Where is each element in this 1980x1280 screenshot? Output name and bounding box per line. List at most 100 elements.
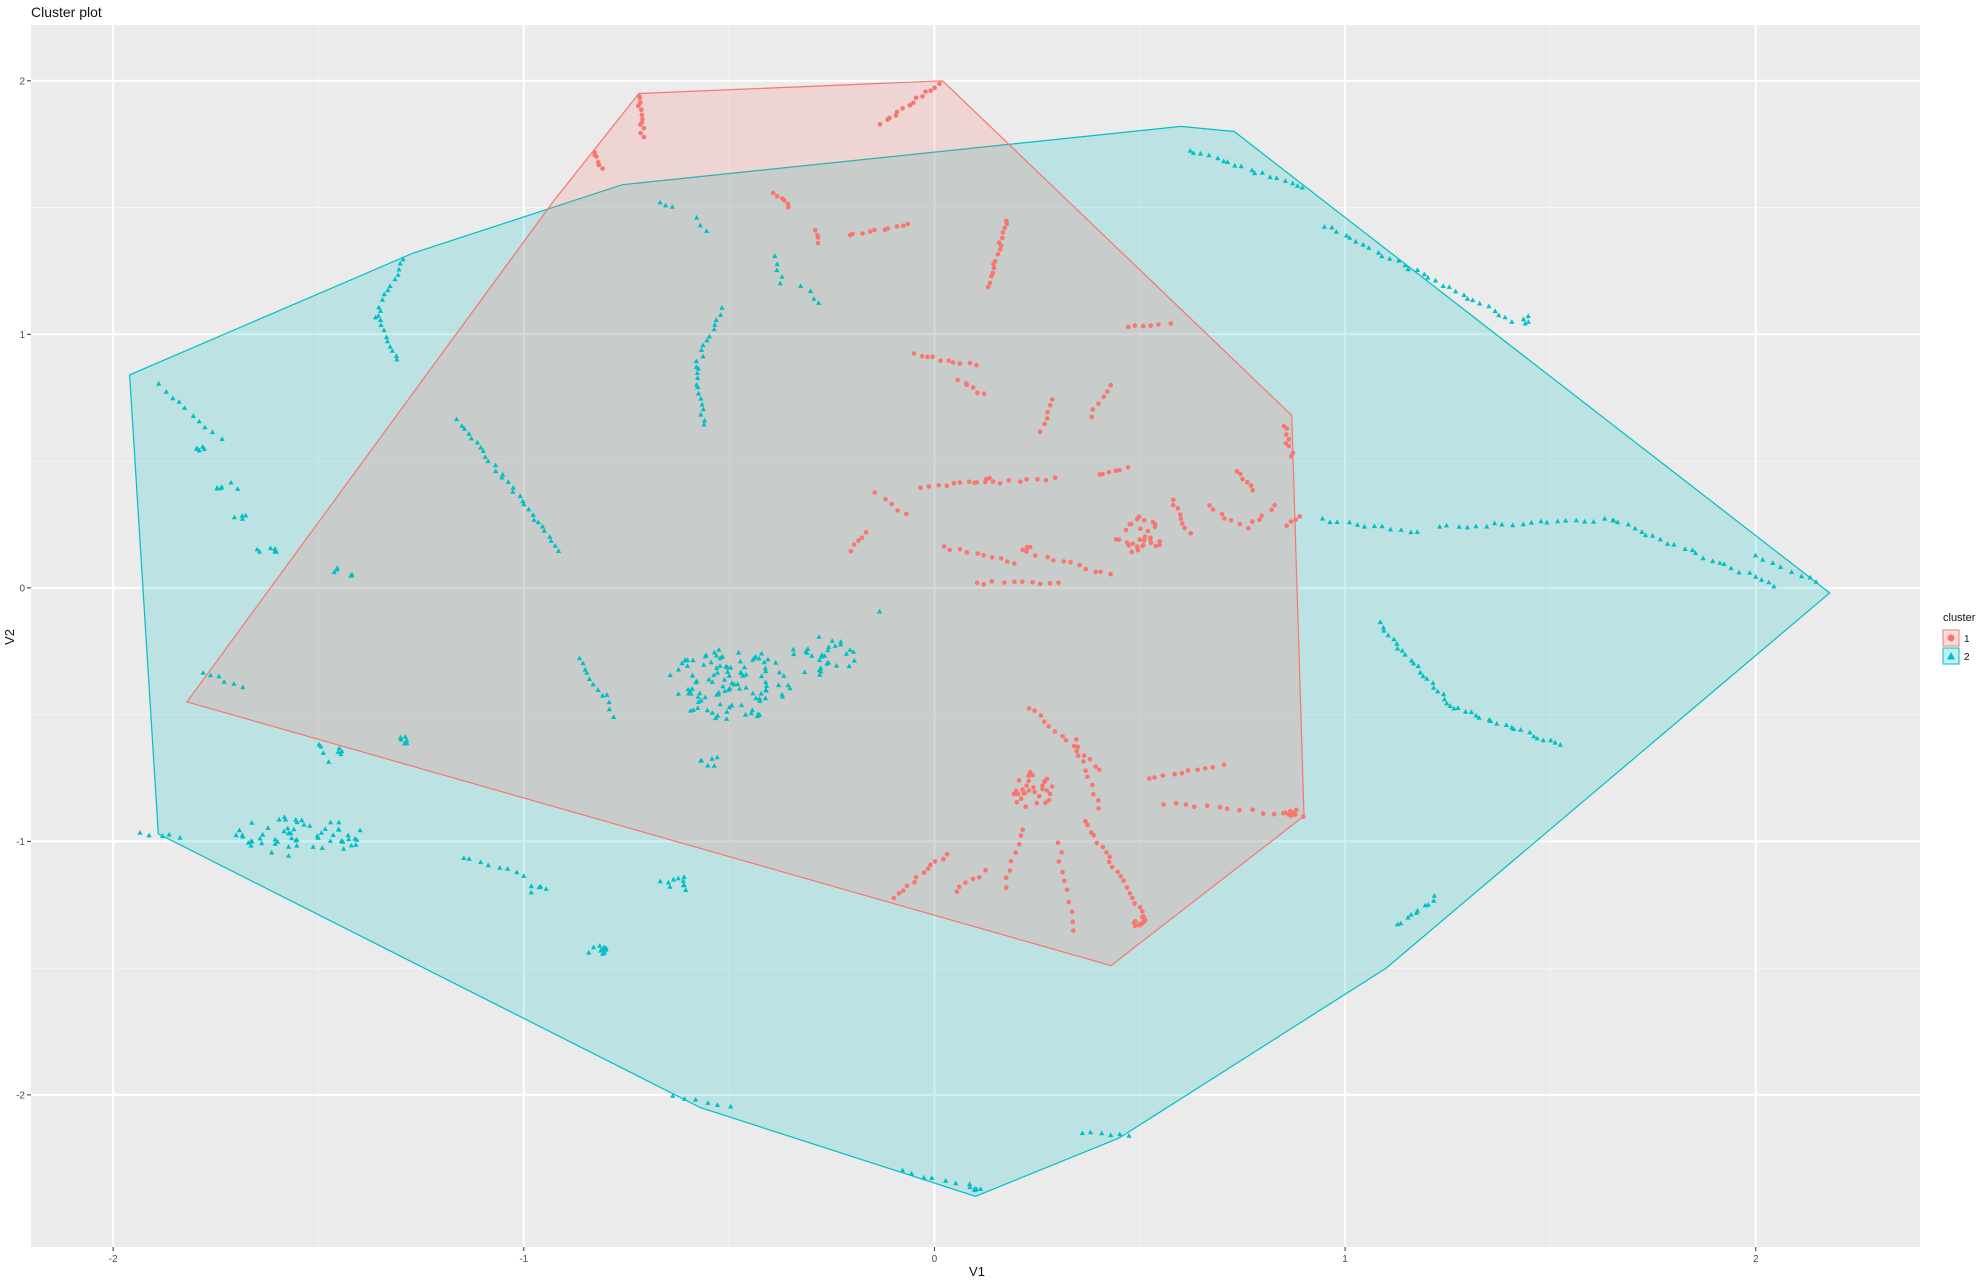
cluster-1-point <box>981 582 987 587</box>
cluster-2-point <box>667 884 673 889</box>
cluster-1-point <box>1237 521 1243 527</box>
cluster-2-point <box>500 471 506 477</box>
cluster-1-point <box>1026 778 1031 784</box>
cluster-1-point <box>913 95 919 101</box>
cluster-2-point <box>817 672 823 677</box>
cluster-2-point <box>829 638 835 643</box>
cluster-2-point <box>929 1175 935 1180</box>
cluster-2-point <box>838 641 844 647</box>
cluster-1-point <box>894 109 900 115</box>
cluster-1-point <box>1118 874 1124 879</box>
cluster-2-point <box>698 347 705 352</box>
cluster-1-point <box>1148 540 1154 546</box>
cluster-2-point <box>1444 700 1450 706</box>
cluster-2-point <box>727 685 733 691</box>
cluster-1-point <box>954 889 960 894</box>
cluster-2-point <box>286 853 292 858</box>
cluster-1-point <box>967 360 973 366</box>
cluster-1-point <box>1060 869 1065 875</box>
cluster-1-point <box>1106 859 1112 865</box>
cluster-2-point <box>240 684 246 690</box>
cluster-2-point <box>1377 619 1383 625</box>
cluster-2-point <box>818 668 824 674</box>
cluster-2-point <box>1753 574 1759 579</box>
cluster-2-point <box>1664 541 1671 546</box>
cluster-1-point <box>883 497 888 502</box>
cluster-1-point <box>1224 806 1230 811</box>
cluster-1-point <box>1042 779 1048 785</box>
cluster-1-point <box>1283 441 1289 446</box>
cluster-1-point <box>921 870 927 875</box>
cluster-2-point <box>1456 524 1462 529</box>
cluster-1-point <box>1259 513 1264 518</box>
cluster-1-point <box>932 859 938 864</box>
cluster-1-point <box>1006 478 1012 483</box>
cluster-2-point <box>510 485 516 490</box>
cluster-2-point <box>803 648 809 654</box>
cluster-2-point <box>700 342 706 348</box>
cluster-2-point <box>482 454 488 459</box>
cluster-2-point <box>713 652 719 658</box>
cluster-2-point <box>1625 521 1631 527</box>
cluster-2-point <box>260 831 266 837</box>
cluster-2-point <box>1197 150 1204 156</box>
cluster-2-point <box>468 435 474 441</box>
cluster-2-point <box>395 272 401 277</box>
cluster-2-point <box>706 333 712 339</box>
cluster-1-point <box>1237 807 1242 813</box>
cluster-2-point <box>401 740 408 746</box>
cluster-1-point <box>1042 421 1047 427</box>
cluster-2-point <box>1379 253 1385 259</box>
cluster-1-point <box>1170 502 1176 508</box>
cluster-1-point <box>1117 467 1122 473</box>
cluster-1-point <box>1272 503 1277 508</box>
cluster-1-point <box>872 227 877 233</box>
cluster-1-point <box>1140 323 1146 329</box>
cluster-2-point <box>1534 735 1540 741</box>
cluster-2-point <box>400 256 406 262</box>
cluster-2-point <box>757 698 763 703</box>
cluster-2-point <box>236 827 242 833</box>
cluster-1-point <box>1138 526 1143 531</box>
cluster-2-point <box>1642 532 1649 538</box>
cluster-1-point <box>981 391 987 397</box>
cluster-2-point <box>1405 914 1411 920</box>
cluster-2-point <box>254 546 260 552</box>
cluster-2-point <box>336 827 342 832</box>
cluster-2-point <box>299 817 305 823</box>
cluster-1-point <box>1071 743 1077 749</box>
cluster-2-point <box>293 817 299 822</box>
cluster-2-point <box>1274 175 1280 180</box>
cluster-2-point <box>156 381 162 386</box>
cluster-2-point <box>272 548 278 554</box>
cluster-2-point <box>802 669 808 675</box>
cluster-1-point <box>1180 521 1185 526</box>
cluster-2-point <box>1380 624 1386 630</box>
cluster-1-point <box>1026 773 1031 778</box>
cluster-1-point <box>1014 799 1020 805</box>
cluster-1-point <box>932 85 937 90</box>
cluster-1-point <box>1032 708 1037 713</box>
cluster-2-point <box>1770 560 1776 565</box>
cluster-2-point <box>1408 657 1415 663</box>
cluster-1-point <box>1051 558 1056 563</box>
cluster-2-point <box>219 484 225 489</box>
cluster-2-point <box>689 672 696 678</box>
cluster-1-point <box>1037 429 1043 435</box>
cluster-2-point <box>832 643 838 648</box>
cluster-1-point <box>941 544 947 549</box>
cluster-2-point <box>326 759 332 764</box>
cluster-2-point <box>543 886 549 891</box>
cluster-1-point <box>1018 479 1023 485</box>
cluster-1-point <box>1032 789 1037 795</box>
cluster-1-point <box>637 95 643 101</box>
cluster-2-point <box>291 826 297 832</box>
cluster-2-point <box>791 651 797 657</box>
cluster-2-point <box>283 816 289 822</box>
cluster-2-point <box>1441 691 1447 697</box>
cluster-2-point <box>761 659 767 665</box>
cluster-2-point <box>597 943 603 948</box>
cluster-1-point <box>1221 762 1227 767</box>
cluster-2-point <box>763 687 769 693</box>
cluster-1-point <box>1007 868 1013 873</box>
